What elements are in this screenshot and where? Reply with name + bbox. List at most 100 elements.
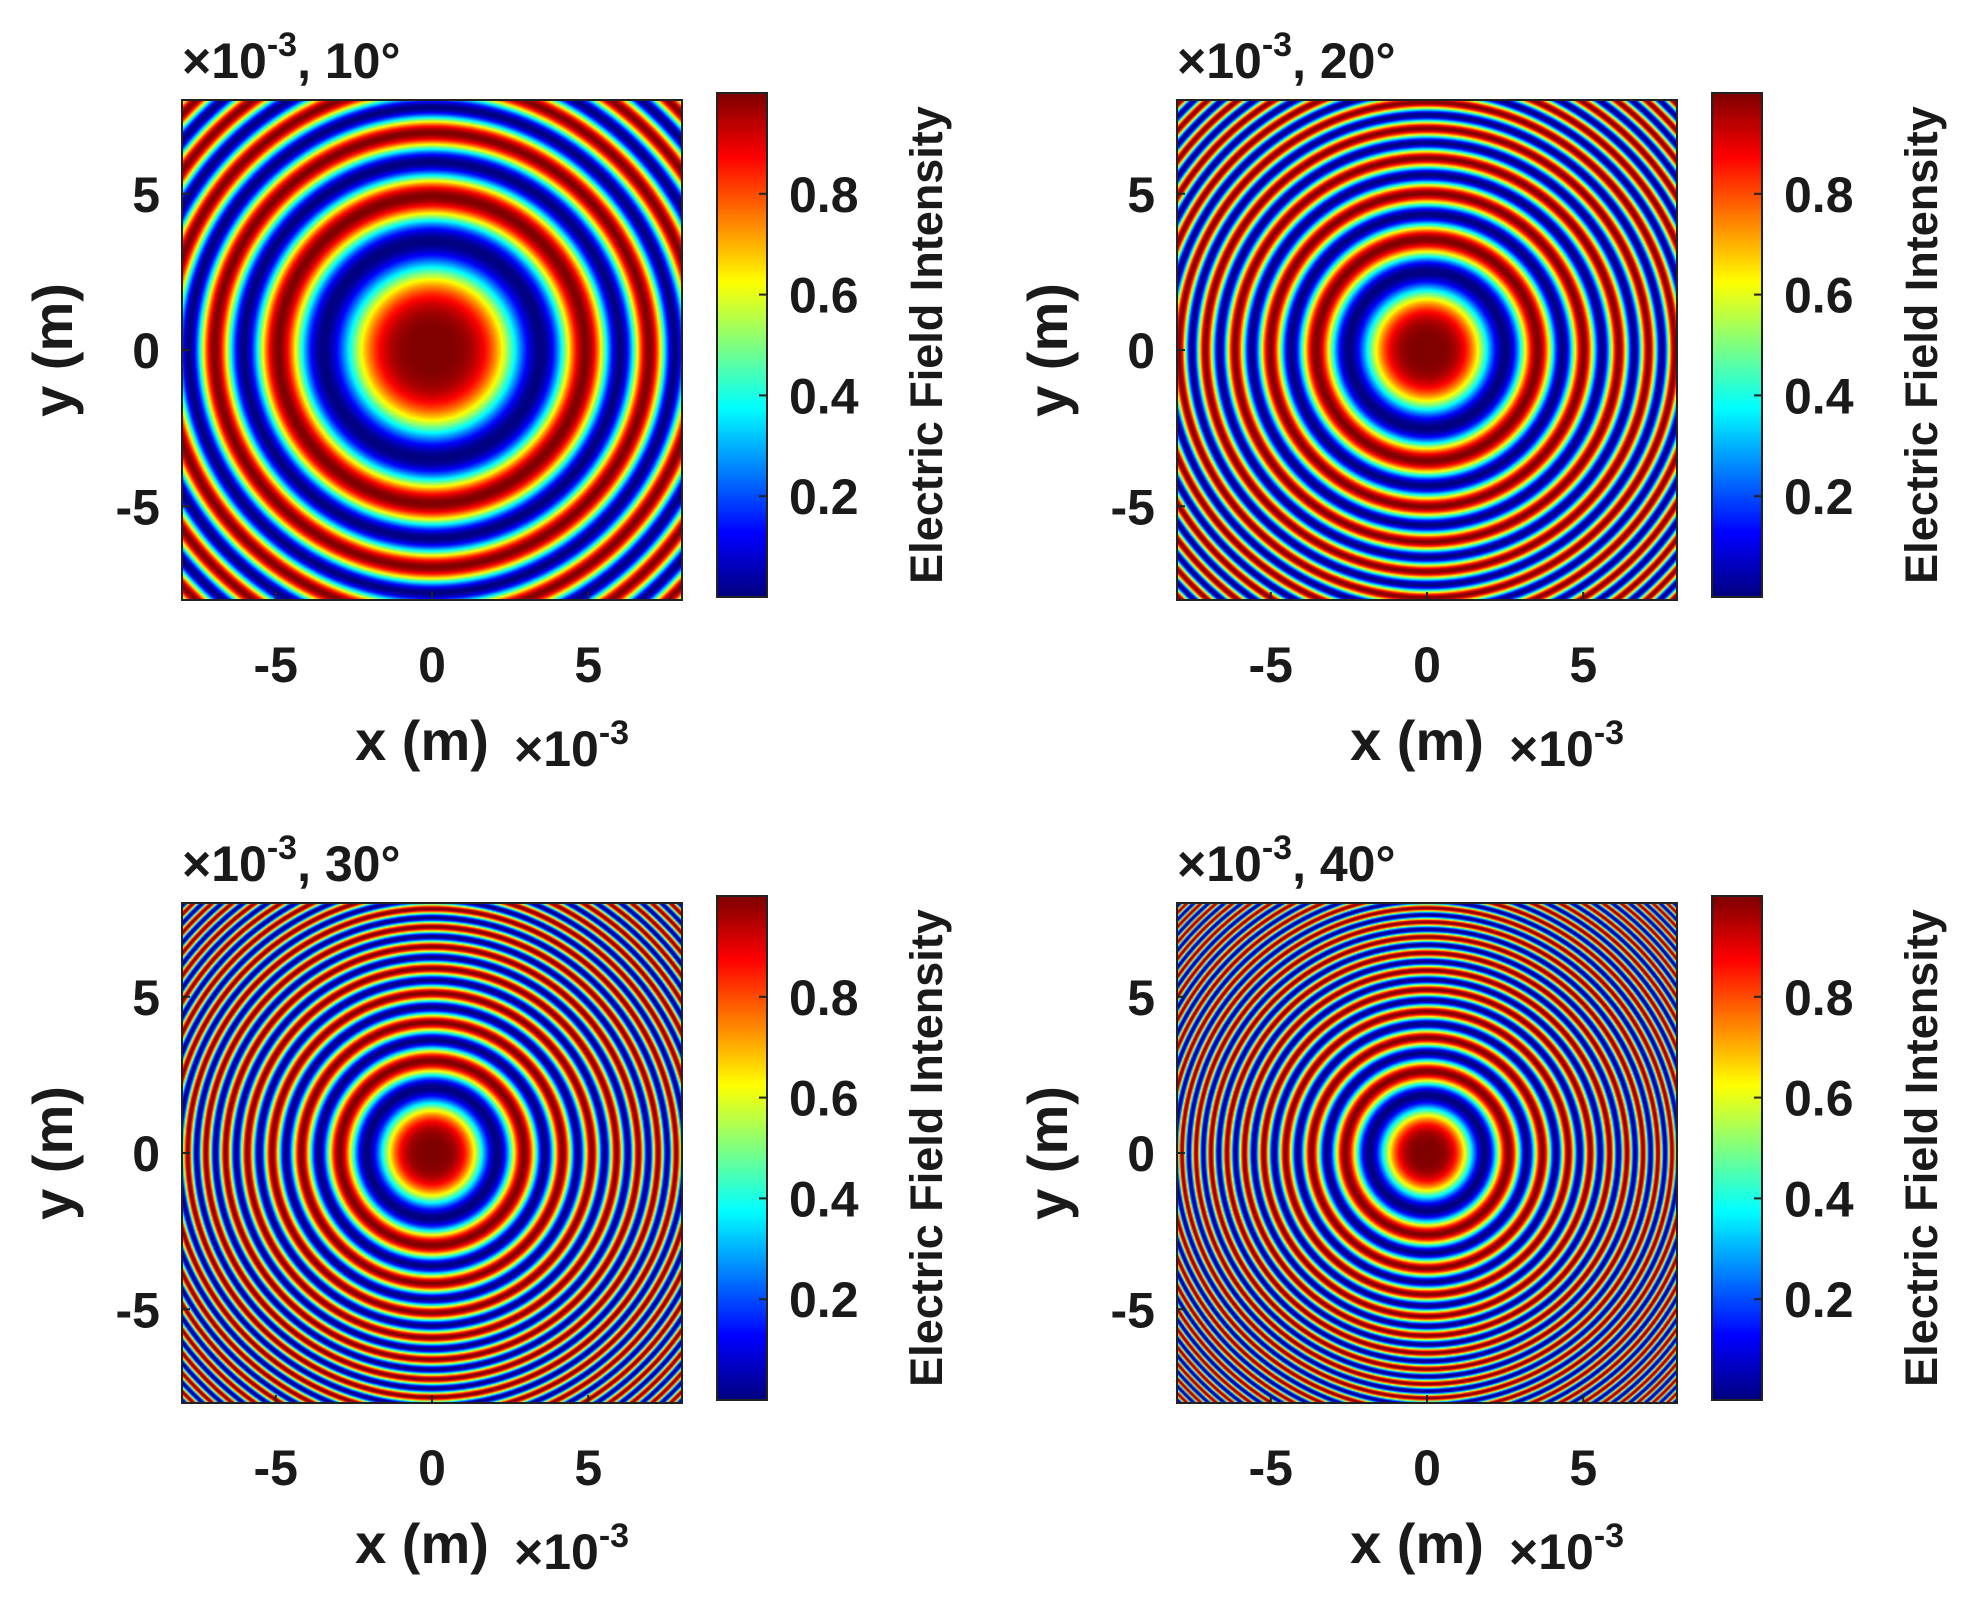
y-tick-label: 5 (1127, 167, 1155, 223)
y-tick-label: -5 (116, 1282, 160, 1338)
colorbar-tick-label: 0.4 (789, 368, 859, 424)
colorbar-tick-label: 0.4 (1784, 1171, 1854, 1227)
y-axis-label: y (m) (1016, 1086, 1079, 1220)
panel-title: 10° (325, 33, 401, 89)
y-tick-label: 5 (1127, 970, 1155, 1026)
y-tick-label: 5 (132, 970, 160, 1026)
x-tick-label: 5 (574, 637, 602, 693)
y-exponent-power: -3 (1262, 829, 1292, 867)
x-exponent: ×10-3 (1509, 714, 1624, 777)
x-tick-label: -5 (254, 1440, 298, 1496)
x-axis-label: x (m) (1350, 1512, 1484, 1575)
panel-title: 20° (1320, 33, 1396, 89)
x-tick-label: 5 (1569, 637, 1597, 693)
y-tick-label: 0 (132, 323, 160, 379)
y-axis-label: y (m) (21, 283, 84, 417)
x-exponent-base: ×10 (1509, 721, 1594, 777)
colorbar-label: Electric Field Intensity (1896, 909, 1947, 1387)
panel-title: 30° (325, 836, 401, 892)
heatmap-image (182, 100, 682, 600)
x-tick-label: -5 (1249, 1440, 1293, 1496)
x-exponent-base: ×10 (514, 721, 599, 777)
y-tick-label: -5 (116, 479, 160, 535)
colorbar-tick-label: 0.8 (1784, 167, 1854, 223)
panel-title: 40° (1320, 836, 1396, 892)
x-axis-label: x (m) (355, 709, 489, 772)
colorbar-tick-label: 0.4 (789, 1171, 859, 1227)
colorbar-tick-label: 0.6 (1784, 268, 1854, 324)
colorbar (717, 896, 767, 1400)
y-tick-label: 5 (132, 167, 160, 223)
x-exponent: ×10-3 (514, 714, 629, 777)
chart-panel-20: -5 0 550-5×10-3, 20°x (m) ×10-3y (m)0.80.60… (1016, 26, 1947, 777)
colorbar-frame (716, 92, 768, 598)
y-tick-label: 0 (1127, 323, 1155, 379)
colorbar-tick-label: 0.2 (1784, 1272, 1854, 1328)
colorbar-frame (716, 895, 768, 1401)
colorbar-tick-label: 0.8 (789, 970, 859, 1026)
x-axis-label: x (m) (1350, 709, 1484, 772)
y-axis-label: y (m) (21, 1086, 84, 1220)
colorbar-tick-label: 0.8 (789, 167, 859, 223)
heatmap-image (1177, 903, 1677, 1403)
colorbar-tick-label: 0.2 (789, 469, 859, 525)
heatmap-image (1177, 100, 1677, 600)
y-tick-label: 0 (1127, 1126, 1155, 1182)
colorbar (1712, 896, 1762, 1400)
x-exponent-power: -3 (1594, 714, 1624, 752)
y-exponent-power: -3 (267, 26, 297, 64)
x-tick-label: 5 (574, 1440, 602, 1496)
colorbar-tick-label: 0.6 (1784, 1071, 1854, 1127)
y-exponent-base: ×10 (182, 836, 267, 892)
colorbar-label: Electric Field Intensity (901, 909, 952, 1387)
x-exponent: ×10-3 (1509, 1517, 1624, 1580)
x-exponent-power: -3 (1594, 1517, 1624, 1555)
colorbar-frame (1711, 92, 1763, 598)
y-tick-label: -5 (1111, 1282, 1155, 1338)
y-exponent-base: ×10 (1177, 836, 1262, 892)
panel-header: ×10-3, 20° (1177, 26, 1395, 89)
y-exponent-base: ×10 (182, 33, 267, 89)
x-tick-label: 0 (418, 1440, 446, 1496)
x-axis-label: x (m) (355, 1512, 489, 1575)
y-exponent-power: -3 (267, 829, 297, 867)
x-exponent: ×10-3 (514, 1517, 629, 1580)
colorbar-tick-label: 0.2 (789, 1272, 859, 1328)
y-tick-label: -5 (1111, 479, 1155, 535)
colorbar-tick-label: 0.4 (1784, 368, 1854, 424)
colorbar (1712, 93, 1762, 597)
colorbar-frame (1711, 895, 1763, 1401)
x-tick-label: -5 (1249, 637, 1293, 693)
y-exponent-base: ×10 (1177, 33, 1262, 89)
x-tick-label: -5 (254, 637, 298, 693)
x-tick-label: 0 (418, 637, 446, 693)
colorbar-tick-label: 0.2 (1784, 469, 1854, 525)
chart-panel-40: -5 0 550-5×10-3, 40°x (m) ×10-3y (m)0.80.60… (1016, 829, 1947, 1580)
x-exponent-base: ×10 (1509, 1524, 1594, 1580)
x-tick-label: 0 (1413, 1440, 1441, 1496)
colorbar-tick-label: 0.6 (789, 268, 859, 324)
heatmap-image (182, 903, 682, 1403)
separator: , (1292, 836, 1320, 892)
chart-panel-30: -5 0 550-5×10-3, 30°x (m) ×10-3y (m)0.80.60… (21, 829, 952, 1580)
panel-header: ×10-3, 10° (182, 26, 400, 89)
x-tick-label: 5 (1569, 1440, 1597, 1496)
chart-panel-10: -5 0 550-5×10-3, 10°x (m) ×10-3y (m)0.80.60… (21, 26, 952, 777)
x-tick-label: 0 (1413, 637, 1441, 693)
colorbar (717, 93, 767, 597)
x-exponent-base: ×10 (514, 1524, 599, 1580)
panel-header: ×10-3, 30° (182, 829, 400, 892)
colorbar-tick-label: 0.8 (1784, 970, 1854, 1026)
x-exponent-power: -3 (599, 714, 629, 752)
colorbar-label: Electric Field Intensity (1896, 106, 1947, 584)
separator: , (297, 836, 325, 892)
separator: , (297, 33, 325, 89)
panel-header: ×10-3, 40° (1177, 829, 1395, 892)
x-exponent-power: -3 (599, 1517, 629, 1555)
y-exponent-power: -3 (1262, 26, 1292, 64)
separator: , (1292, 33, 1320, 89)
y-tick-label: 0 (132, 1126, 160, 1182)
colorbar-tick-label: 0.6 (789, 1071, 859, 1127)
